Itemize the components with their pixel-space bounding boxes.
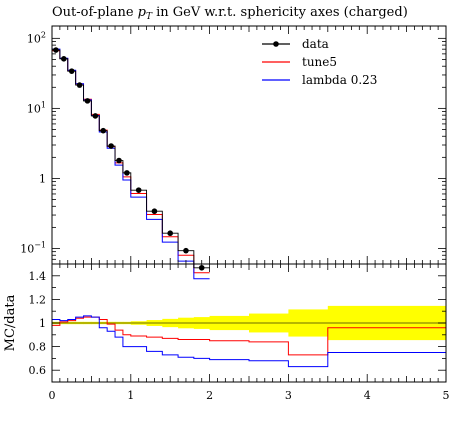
data-point — [167, 230, 173, 237]
chart-title: Out-of-plane pT in GeV w.r.t. sphericity… — [52, 5, 408, 22]
legend-label: lambda 0.23 — [302, 73, 377, 87]
x-tick-label: 4 — [364, 389, 371, 402]
main-panel: 102 101 1 10−1 data tune5 lambda 0.23 — [20, 25, 447, 280]
data-point — [108, 143, 114, 149]
ratio-y-tick-label: 0.6 — [29, 364, 47, 377]
data-point — [84, 98, 91, 104]
legend-label: data — [302, 37, 329, 51]
data-point — [92, 113, 99, 119]
x-tick-label: 0 — [49, 389, 56, 402]
y-tick-label: 10−1 — [20, 240, 46, 255]
x-tick-label: 2 — [206, 389, 213, 402]
legend: data tune5 lambda 0.23 — [262, 37, 377, 87]
data-point — [183, 247, 189, 254]
data-histogram-line — [52, 49, 210, 269]
x-tick-label: 3 — [285, 389, 292, 402]
y-tick-label: 102 — [27, 30, 46, 45]
y-tick-label: 1 — [39, 172, 46, 185]
ratio-y-tick-label: 1 — [39, 317, 46, 330]
data-point — [135, 187, 142, 193]
ratio-y-tick-label: 1.4 — [29, 270, 47, 283]
y-tick-label: 101 — [27, 100, 46, 115]
ratio-y-axis-label: MC/data — [3, 294, 18, 351]
ratio-y-tick-label: 0.8 — [29, 341, 47, 354]
x-tick-label: 5 — [443, 389, 450, 402]
ratio-series-line-lambda — [52, 315, 446, 368]
data-point — [151, 208, 158, 215]
data-point — [124, 170, 130, 176]
legend-label: tune5 — [302, 55, 337, 69]
data-point — [53, 47, 59, 53]
data-point — [100, 127, 107, 134]
data-point — [68, 68, 75, 74]
data-point — [61, 56, 67, 62]
data-point — [116, 157, 122, 164]
ratio-panel: 0.6 0.8 1 1.2 1.4 0 1 2 3 4 5 — [29, 263, 450, 402]
data-point — [76, 82, 83, 88]
x-tick-label: 1 — [127, 389, 134, 402]
legend-marker — [273, 41, 279, 47]
ratio-y-tick-label: 1.2 — [29, 293, 47, 306]
